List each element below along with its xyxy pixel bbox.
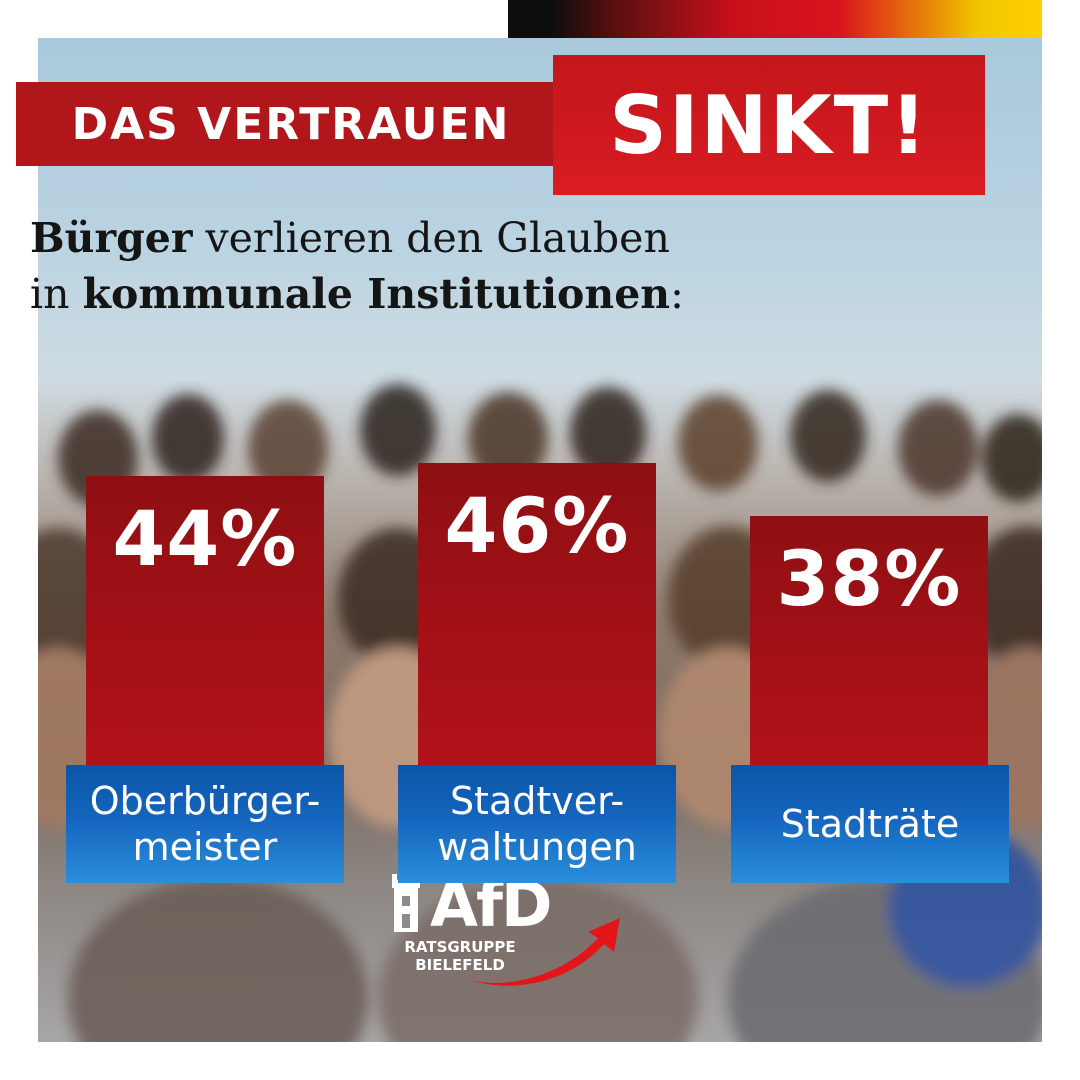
category-text-line: meister [132,825,278,869]
category-text: Oberbürger-meister [90,778,321,870]
category-text-line: Oberbürger- [89,779,321,823]
subtitle-bold-burger: Bürger [30,214,193,262]
subtitle-line1-rest: verlieren den Glauben [192,214,670,262]
category-text-line: Stadträte [780,802,960,846]
category-text: Stadträte [781,801,960,847]
bar-value-label: 46% [444,481,630,570]
subtitle-line2: in kommunale Institutionen: [30,266,960,322]
bar-1: 44% [86,476,324,765]
headline-part2: SINKT! [553,55,985,195]
category-text-line: Stadtver- [449,779,625,823]
bar-2: 46% [418,463,656,765]
bar-value-label: 38% [776,534,962,623]
category-text: Stadtver-waltungen [437,778,637,870]
subtitle: Bürger verlieren den Glauben in kommunal… [30,210,960,322]
category-label: Oberbürger-meister [66,765,344,883]
logo-sub-line2: BIELEFELD [415,956,505,974]
subtitle-line2-pre: in [30,270,83,318]
logo-subtitle: RATSGRUPPE BIELEFELD [390,938,530,974]
subtitle-bold-institutions: kommunale Institutionen [82,270,671,318]
arrow-swoosh-icon [470,918,620,986]
subtitle-line2-post: : [670,270,684,318]
bar-value-label: 44% [112,494,298,583]
category-label: Stadträte [731,765,1009,883]
category-text-line: waltungen [437,825,637,869]
afd-logo: AfD RATSGRUPPE BIELEFELD [390,868,620,988]
headline-part1: DAS VERTRAUEN [16,82,566,166]
flag-stripe [508,0,1042,38]
subtitle-line1: Bürger verlieren den Glauben [30,210,960,266]
tower-icon [392,874,420,932]
category-label: Stadtver-waltungen [398,765,676,883]
logo-sub-line1: RATSGRUPPE [404,938,516,956]
bar-3: 38% [750,516,988,765]
